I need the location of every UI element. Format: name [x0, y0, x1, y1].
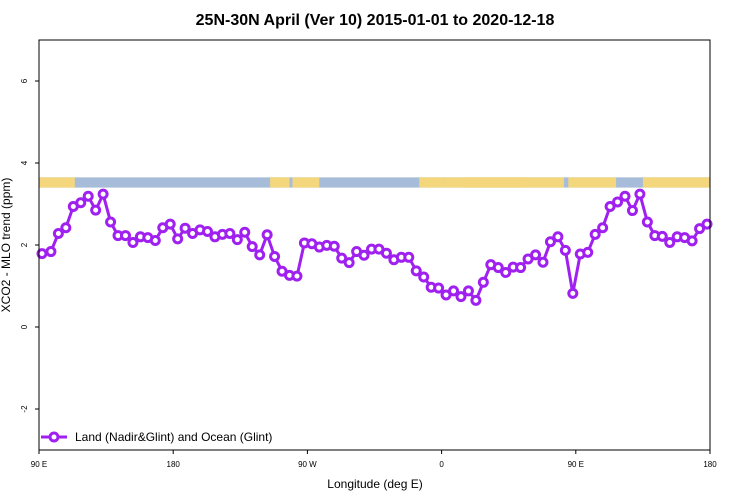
y-tick-label: -2	[20, 405, 29, 413]
land-band	[292, 177, 320, 188]
data-point	[172, 233, 184, 245]
data-point	[597, 222, 609, 234]
land-band	[545, 177, 564, 188]
data-point	[492, 262, 504, 274]
data-point	[559, 244, 571, 256]
data-point	[90, 204, 102, 216]
land-band	[273, 177, 290, 188]
data-point	[544, 236, 556, 248]
legend: Land (Nadir&Glint) and Ocean (Glint)	[41, 430, 272, 444]
data-point	[45, 246, 57, 258]
data-point	[403, 251, 415, 263]
data-point	[477, 276, 489, 288]
land-band	[419, 177, 445, 188]
data-point	[619, 190, 631, 202]
land-band	[444, 177, 464, 188]
data-point	[105, 216, 117, 228]
legend-label: Land (Nadir&Glint) and Ocean (Glint)	[75, 430, 272, 444]
data-point	[97, 188, 109, 200]
data-point	[358, 249, 370, 261]
data-point	[224, 228, 236, 240]
x-tick-label: 0	[439, 460, 444, 469]
data-point	[254, 249, 266, 261]
data-point	[686, 235, 698, 247]
legend-point-marker	[48, 431, 60, 443]
data-point	[448, 285, 460, 297]
data-point	[634, 188, 646, 200]
data-point	[589, 228, 601, 240]
x-tick-label: 90 W	[298, 460, 317, 469]
y-tick-label: 0	[20, 324, 29, 329]
data-point	[246, 241, 258, 253]
y-tick-label: 6	[20, 78, 29, 83]
x-tick-label: 180	[167, 460, 181, 469]
land-band	[39, 177, 75, 188]
data-point	[52, 228, 64, 240]
y-tick-label: 4	[20, 160, 29, 165]
data-point	[201, 225, 213, 237]
data-point	[418, 271, 430, 283]
data-point	[239, 226, 251, 238]
data-point	[269, 250, 281, 262]
data-point	[60, 222, 72, 234]
data-point	[664, 237, 676, 249]
data-point	[410, 265, 422, 277]
data-point	[164, 218, 176, 230]
data-point	[515, 262, 527, 274]
ocean-band	[39, 177, 710, 188]
data-point	[500, 266, 512, 278]
land-band	[463, 177, 526, 188]
data-point	[433, 282, 445, 294]
data-point	[75, 197, 87, 209]
data-point	[604, 200, 616, 212]
data-point	[641, 216, 653, 228]
x-axis-label: Longitude (deg E)	[327, 477, 422, 491]
data-point	[656, 230, 668, 242]
data-point	[82, 190, 94, 202]
data-point	[119, 230, 131, 242]
data-point	[537, 256, 549, 268]
data-point	[380, 247, 392, 259]
data-point	[701, 218, 713, 230]
data-point	[462, 285, 474, 297]
data-point	[179, 222, 191, 234]
x-tick-label: 180	[703, 460, 717, 469]
data-point	[694, 223, 706, 235]
data-point	[343, 257, 355, 269]
y-axis-label: XCO2 - MLO trend (ppm)	[0, 178, 13, 313]
data-point	[149, 234, 161, 246]
data-point	[582, 246, 594, 258]
land-band	[568, 177, 617, 188]
data-point	[612, 196, 624, 208]
data-point	[328, 240, 340, 252]
data-point	[552, 231, 564, 243]
data-point	[231, 234, 243, 246]
data-series	[36, 188, 713, 306]
y-tick-label: 2	[20, 242, 29, 247]
x-tick-label: 90 E	[568, 460, 584, 469]
data-point	[626, 205, 638, 217]
data-point	[567, 287, 579, 299]
data-point	[127, 237, 139, 249]
land-ocean-strip	[39, 177, 710, 188]
chart-title: 25N-30N April (Ver 10) 2015-01-01 to 202…	[196, 12, 555, 29]
data-point	[455, 291, 467, 303]
land-band	[642, 177, 710, 188]
data-point	[261, 229, 273, 241]
axis-ticks: 90 E 180 90 W 0 90 E 180 -2 0 2 4 6	[20, 78, 717, 469]
data-point	[291, 270, 303, 282]
x-tick-label: 90 E	[31, 460, 47, 469]
plot-frame	[38, 39, 711, 451]
data-point	[470, 294, 482, 306]
data-point	[530, 249, 542, 261]
data-point	[336, 252, 348, 264]
